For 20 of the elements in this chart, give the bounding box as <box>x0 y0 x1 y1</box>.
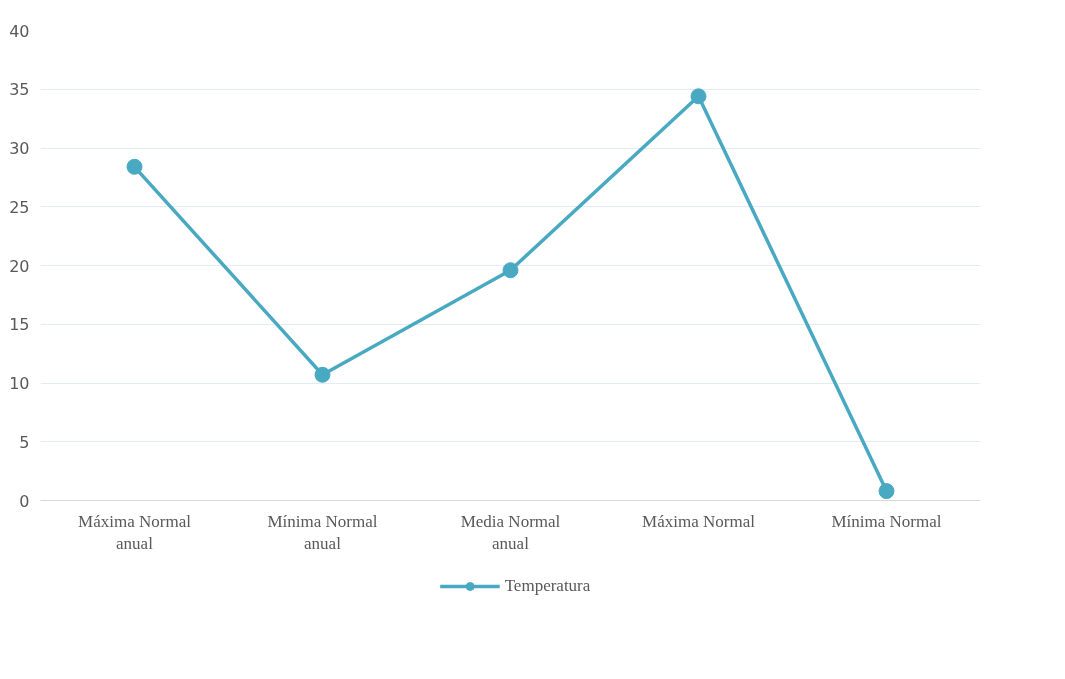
legend-label: Temperatura <box>504 576 591 596</box>
point <box>690 88 707 105</box>
x-tick-label: Mínima Normal <box>831 511 942 531</box>
x-tick-label: Máxima Normal <box>642 511 756 531</box>
y-tick-label: 10 <box>9 374 30 393</box>
x-tick-label: Mínima Normal anual <box>267 511 378 554</box>
y-tick-label: 40 <box>9 21 30 41</box>
y-tick-label: 20 <box>9 256 30 276</box>
y-tick-label: 0 <box>19 491 30 511</box>
point <box>878 483 895 500</box>
point <box>502 262 519 279</box>
x-tick-label: Máxima Normal anual <box>78 511 192 554</box>
y-tick-label: 35 <box>9 80 30 100</box>
y-tick-label: 5 <box>19 432 30 452</box>
x-tick-label: Media Normal anual <box>460 511 561 554</box>
point <box>126 158 143 175</box>
point <box>314 366 331 383</box>
y-tick-label: 30 <box>9 139 30 158</box>
y-tick-label: 25 <box>9 197 30 217</box>
y-tick-label: 15 <box>9 315 30 335</box>
